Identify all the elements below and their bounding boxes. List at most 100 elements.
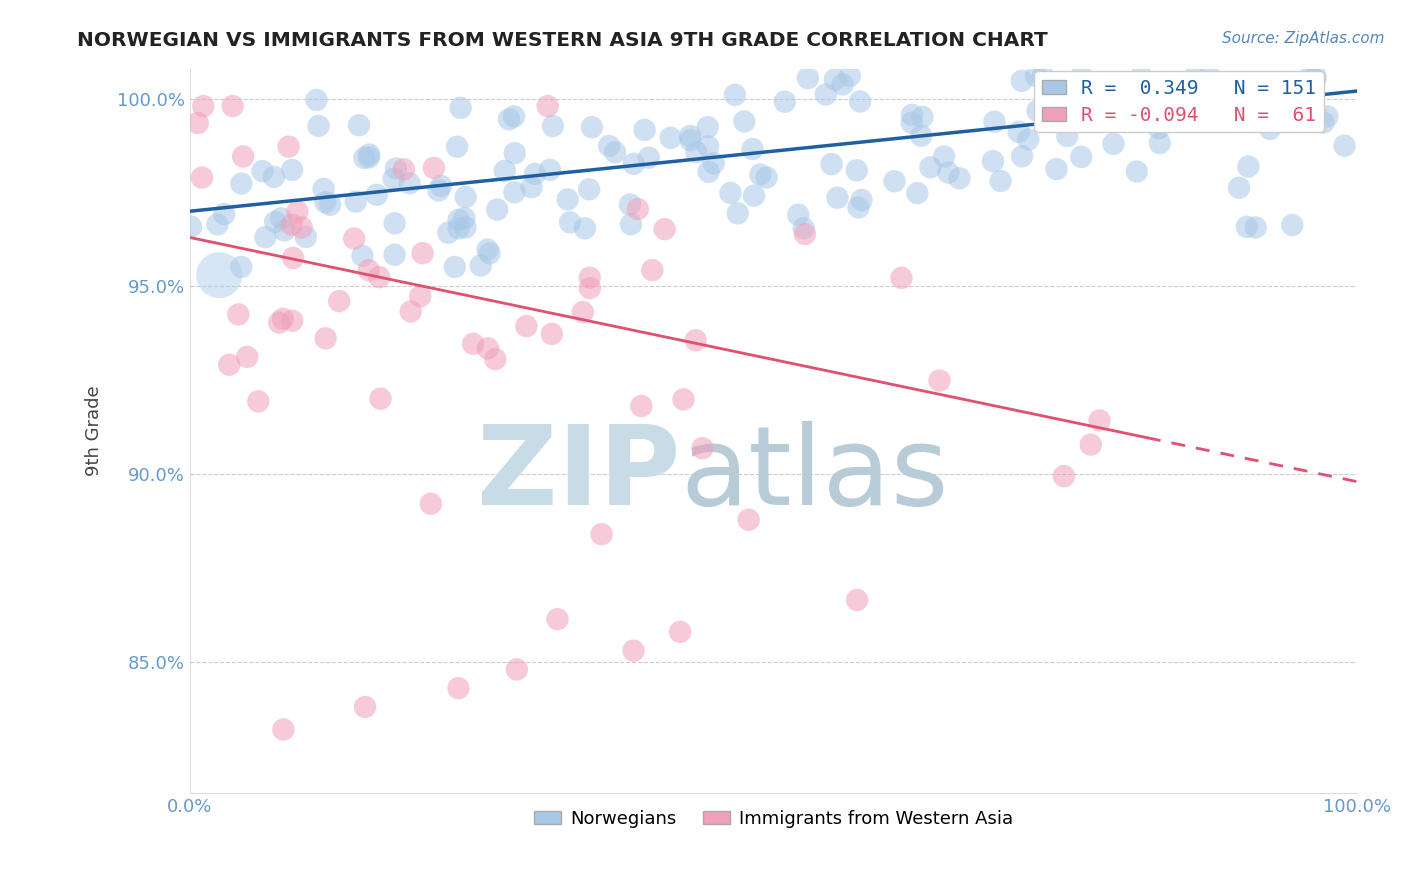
Point	[305, 93, 328, 107]
Point	[1130, 69, 1153, 83]
Point	[254, 230, 277, 244]
Point	[1056, 94, 1078, 108]
Point	[270, 211, 292, 226]
Point	[1026, 103, 1049, 118]
Point	[212, 207, 235, 221]
Point	[295, 230, 318, 244]
Point	[271, 311, 294, 326]
Point	[503, 186, 526, 200]
Point	[1017, 132, 1039, 146]
Point	[319, 198, 342, 212]
Point	[820, 157, 842, 171]
Point	[848, 201, 870, 215]
Point	[578, 182, 600, 196]
Point	[598, 139, 620, 153]
Point	[228, 308, 250, 322]
Point	[920, 161, 942, 175]
Point	[623, 157, 645, 171]
Point	[1088, 413, 1111, 427]
Point	[578, 270, 600, 285]
Point	[247, 394, 270, 409]
Text: ZIP: ZIP	[477, 421, 681, 528]
Point	[814, 87, 837, 102]
Point	[269, 316, 291, 330]
Point	[368, 270, 391, 285]
Point	[630, 399, 652, 413]
Point	[627, 202, 650, 216]
Point	[1312, 115, 1334, 129]
Point	[503, 110, 526, 124]
Point	[733, 114, 755, 128]
Point	[773, 95, 796, 109]
Point	[477, 243, 499, 257]
Point	[910, 128, 932, 143]
Point	[280, 218, 302, 232]
Point	[281, 163, 304, 178]
Point	[232, 149, 254, 163]
Point	[1032, 69, 1054, 83]
Point	[1272, 102, 1295, 116]
Point	[654, 222, 676, 236]
Point	[352, 249, 374, 263]
Point	[207, 218, 229, 232]
Point	[1298, 100, 1320, 114]
Point	[787, 208, 810, 222]
Point	[370, 392, 392, 406]
Point	[503, 146, 526, 161]
Point	[264, 215, 287, 229]
Point	[558, 215, 581, 229]
Point	[620, 217, 643, 231]
Point	[478, 246, 501, 260]
Point	[1149, 136, 1171, 150]
Point	[936, 166, 959, 180]
Point	[697, 139, 720, 153]
Point	[571, 305, 593, 319]
Point	[399, 304, 422, 318]
Point	[948, 171, 970, 186]
Point	[1053, 469, 1076, 483]
Point	[1303, 72, 1326, 87]
Point	[384, 248, 406, 262]
Point	[679, 133, 702, 147]
Point	[308, 119, 330, 133]
Point	[990, 174, 1012, 188]
Point	[398, 176, 420, 190]
Point	[692, 442, 714, 456]
Point	[193, 99, 215, 113]
Point	[541, 326, 564, 341]
Point	[447, 213, 470, 227]
Point	[983, 114, 1005, 128]
Y-axis label: 9th Grade: 9th Grade	[86, 385, 103, 476]
Point	[187, 116, 209, 130]
Point	[603, 145, 626, 160]
Point	[1036, 103, 1059, 118]
Point	[484, 351, 506, 366]
Point	[1237, 160, 1260, 174]
Point	[357, 150, 380, 164]
Point	[1299, 69, 1322, 83]
Point	[1070, 150, 1092, 164]
Point	[281, 251, 304, 265]
Point	[737, 513, 759, 527]
Point	[845, 163, 868, 178]
Point	[883, 174, 905, 188]
Point	[797, 71, 820, 86]
Point	[838, 69, 860, 83]
Point	[696, 120, 718, 135]
Text: Source: ZipAtlas.com: Source: ZipAtlas.com	[1222, 31, 1385, 46]
Point	[641, 263, 664, 277]
Point	[354, 700, 377, 714]
Point	[538, 162, 561, 177]
Point	[281, 314, 304, 328]
Point	[344, 194, 367, 209]
Point	[581, 120, 603, 135]
Point	[231, 177, 253, 191]
Point	[263, 169, 285, 184]
Point	[443, 260, 465, 274]
Point	[742, 188, 765, 202]
Point	[523, 167, 546, 181]
Point	[672, 392, 695, 407]
Point	[1045, 162, 1067, 177]
Point	[382, 171, 405, 186]
Point	[454, 220, 477, 235]
